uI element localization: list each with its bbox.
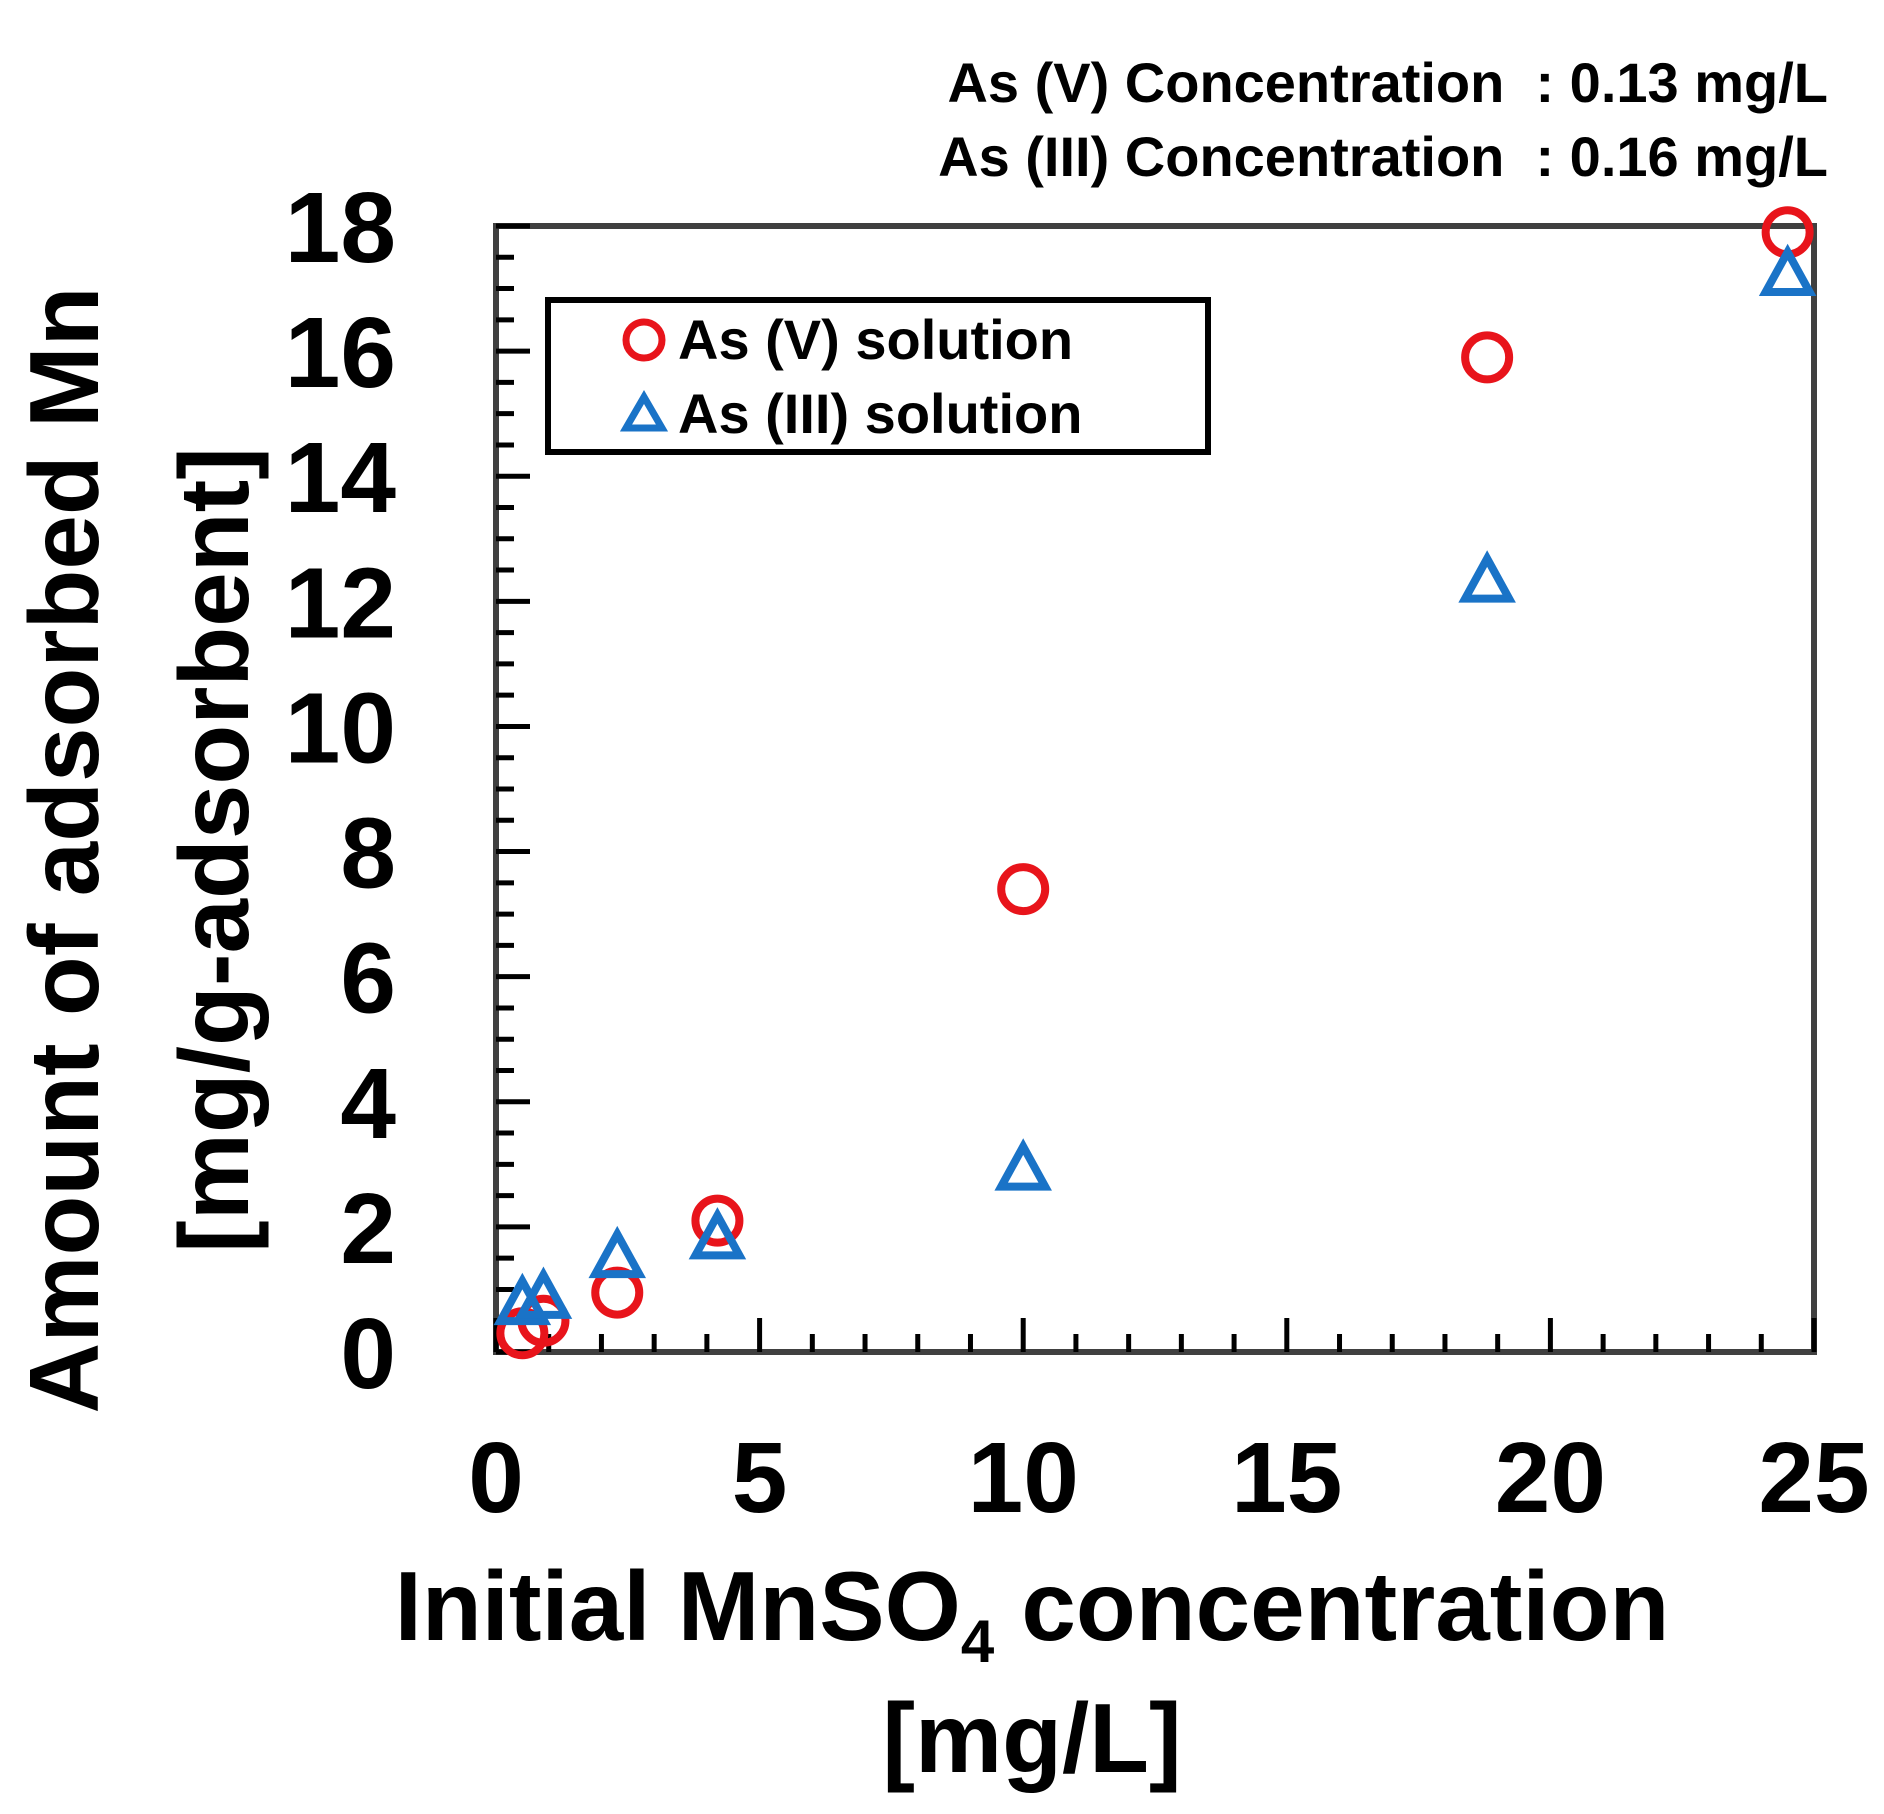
y-tick-label: 18 (285, 172, 396, 284)
x-axis-title-tail: concentration (994, 1551, 1669, 1661)
legend-label-as-iii: As (III) solution (678, 382, 1082, 445)
x-tick-label: 20 (1495, 1422, 1606, 1534)
annotation-as-iii: As (III) Concentration : 0.16 mg/L (938, 125, 1828, 188)
as-v-point (997, 863, 1050, 916)
y-axis-title: Amount of adsorbed Mn (9, 287, 119, 1414)
as-iii-point (994, 1138, 1052, 1191)
y-tick-label: 6 (340, 923, 396, 1035)
y-tick-label: 4 (340, 1048, 396, 1160)
y-tick-label: 16 (285, 297, 396, 409)
x-axis-unit: [mg/L] (882, 1683, 1181, 1793)
y-tick-label: 12 (285, 547, 396, 659)
y-tick-labels: 0 2 4 6 8 10 12 14 16 18 (285, 172, 397, 1410)
x-tick-label: 10 (968, 1422, 1079, 1534)
legend-label-as-v: As (V) solution (678, 308, 1073, 371)
as-v-point (1461, 331, 1514, 384)
x-tick-label: 15 (1231, 1422, 1342, 1534)
legend: As (V) solution As (III) solution (545, 297, 1211, 455)
axis-ticks (493, 223, 1817, 1355)
as-iii-point (688, 1207, 747, 1260)
y-tick-label: 10 (285, 672, 396, 784)
x-axis-title-main: Initial MnSO (395, 1551, 961, 1661)
x-tick-label: 0 (468, 1422, 524, 1534)
as-iii-point (1758, 243, 1817, 297)
as-iii-point (514, 1266, 573, 1319)
y-axis-unit: [mg/g-adsorbent] (159, 447, 269, 1253)
legend-marker-as-iii (619, 390, 669, 432)
as-iii-point (1458, 550, 1516, 603)
x-tick-label: 25 (1758, 1422, 1869, 1534)
data-markers (493, 206, 1817, 1360)
y-tick-label: 14 (285, 422, 397, 534)
x-axis-title: Initial MnSO4 concentration (395, 1551, 1670, 1675)
y-tick-label: 2 (340, 1173, 396, 1285)
as-v-point (691, 1194, 744, 1247)
as-iii-point (588, 1225, 647, 1279)
y-tick-label: 8 (340, 798, 396, 910)
x-tick-label: 5 (732, 1422, 788, 1534)
legend-marker-as-v (622, 318, 666, 362)
x-tick-labels: 0 5 10 15 20 25 (468, 1422, 1869, 1534)
y-tick-label: 0 (340, 1298, 396, 1410)
x-axis-title-subscript: 4 (961, 1608, 995, 1675)
annotation-as-v: As (V) Concentration : 0.13 mg/L (947, 51, 1828, 114)
